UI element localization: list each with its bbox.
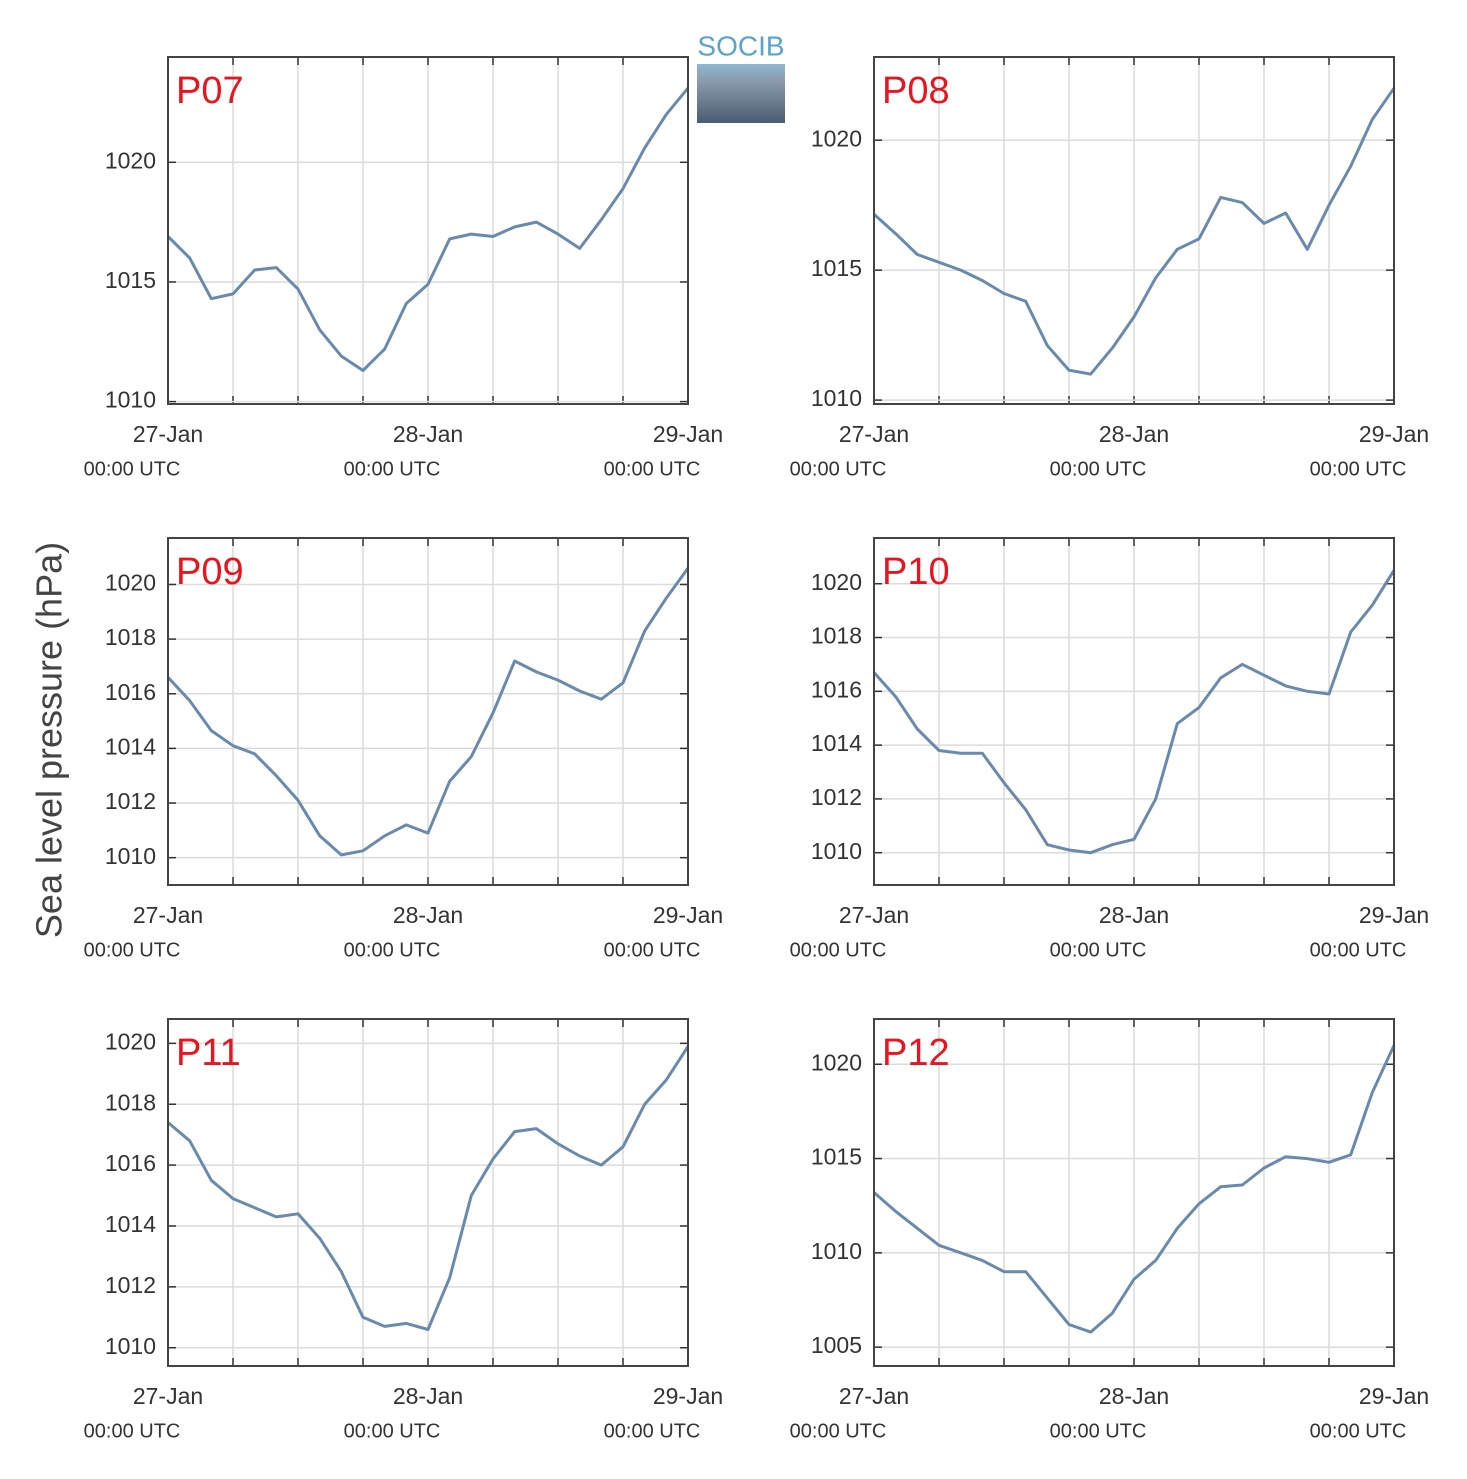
x-tick-sublabel: 00:00 UTC <box>604 939 701 961</box>
x-tick-sublabel: 00:00 UTC <box>84 939 181 961</box>
data-line <box>167 1045 690 1331</box>
x-tick-label: 28-Jan <box>393 1383 463 1409</box>
x-tick-label: 28-Jan <box>1099 421 1169 447</box>
y-tick-label: 1018 <box>811 623 862 649</box>
y-tick-label: 1016 <box>811 676 862 702</box>
y-tick-label: 1012 <box>811 784 862 810</box>
y-tick-label: 1014 <box>105 1211 156 1237</box>
x-tick-sublabel: 00:00 UTC <box>1310 458 1407 480</box>
x-tick-sublabel: 00:00 UTC <box>84 1420 181 1442</box>
y-tick-label: 1015 <box>811 255 862 281</box>
y-tick-label: 1020 <box>105 570 156 596</box>
x-tick-sublabel: 00:00 UTC <box>604 458 701 480</box>
x-tick-sublabel: 00:00 UTC <box>84 458 181 480</box>
x-tick-label: 27-Jan <box>839 421 909 447</box>
plot-frame <box>167 537 689 886</box>
x-tick-sublabel: 00:00 UTC <box>1310 939 1407 961</box>
y-tick-label: 1016 <box>105 679 156 705</box>
y-tick-label: 1020 <box>105 147 156 173</box>
x-tick-sublabel: 00:00 UTC <box>344 458 441 480</box>
x-tick-sublabel: 00:00 UTC <box>790 458 887 480</box>
plot-frame <box>873 1018 1395 1367</box>
x-tick-label: 28-Jan <box>1099 902 1169 928</box>
x-tick-sublabel: 00:00 UTC <box>790 1420 887 1442</box>
y-tick-label: 1010 <box>811 838 862 864</box>
panel-title: P10 <box>882 551 950 593</box>
plot-frame <box>873 56 1395 405</box>
x-tick-label: 29-Jan <box>1359 421 1429 447</box>
logo-text: SOCIB <box>697 30 784 61</box>
panel: 27-Jan 00:00 UTC 28-Jan 00:00 UTC 29-Jan 00:0… <box>790 1018 1429 1442</box>
data-line <box>872 569 1396 855</box>
panel: 27-Jan 00:00 UTC 28-Jan 00:00 UTC 29-Jan 00:0… <box>84 537 723 961</box>
x-tick-label: 28-Jan <box>393 902 463 928</box>
x-tick-sublabel: 00:00 UTC <box>1310 1420 1407 1442</box>
data-line <box>873 87 1396 376</box>
data-line <box>166 567 690 857</box>
data-line <box>873 1044 1396 1334</box>
x-tick-label: 27-Jan <box>133 421 203 447</box>
y-tick-label: 1020 <box>105 1028 156 1054</box>
panel-title: P07 <box>176 70 244 112</box>
y-tick-label: 1005 <box>811 1332 862 1358</box>
panel-title: P11 <box>176 1032 241 1074</box>
y-tick-label: 1015 <box>105 267 156 293</box>
y-tick-label: 1018 <box>105 624 156 650</box>
y-tick-label: 1014 <box>105 733 156 759</box>
y-tick-label: 1020 <box>811 1049 862 1075</box>
panel-title: P12 <box>882 1032 950 1074</box>
y-tick-label: 1018 <box>105 1089 156 1115</box>
x-tick-sublabel: 00:00 UTC <box>604 1420 701 1442</box>
y-tick-label: 1016 <box>105 1150 156 1176</box>
y-tick-label: 1010 <box>811 1238 862 1264</box>
x-tick-label: 27-Jan <box>133 902 203 928</box>
logo: SOCIB <box>697 30 785 123</box>
plot-frame <box>167 56 689 405</box>
x-tick-label: 28-Jan <box>1099 1383 1169 1409</box>
y-tick-label: 1020 <box>811 125 862 151</box>
panel-title: P09 <box>176 551 244 593</box>
x-tick-label: 27-Jan <box>133 1383 203 1409</box>
x-tick-sublabel: 00:00 UTC <box>344 1420 441 1442</box>
y-tick-label: 1020 <box>811 569 862 595</box>
panel: 27-Jan 00:00 UTC 28-Jan 00:00 UTC 29-Jan 00:0… <box>790 56 1429 480</box>
y-axis-label: Sea level pressure (hPa) <box>29 542 70 938</box>
logo-mark <box>697 64 785 123</box>
x-tick-sublabel: 00:00 UTC <box>344 939 441 961</box>
x-tick-sublabel: 00:00 UTC <box>1050 1420 1147 1442</box>
x-tick-label: 29-Jan <box>1359 902 1429 928</box>
y-tick-label: 1010 <box>105 843 156 869</box>
y-tick-label: 1015 <box>811 1144 862 1170</box>
y-tick-label: 1012 <box>105 788 156 814</box>
data-line <box>166 87 690 372</box>
y-tick-label: 1010 <box>105 1333 156 1359</box>
y-tick-label: 1010 <box>811 385 862 411</box>
x-tick-sublabel: 00:00 UTC <box>1050 939 1147 961</box>
panel: 27-Jan 00:00 UTC 28-Jan 00:00 UTC 29-Jan 00:0… <box>84 56 723 480</box>
y-tick-label: 1010 <box>105 387 156 413</box>
x-tick-label: 27-Jan <box>839 902 909 928</box>
plot-frame <box>167 1018 689 1367</box>
panel-title: P08 <box>882 70 950 112</box>
y-tick-label: 1012 <box>105 1272 156 1298</box>
x-tick-label: 28-Jan <box>393 421 463 447</box>
x-tick-label: 29-Jan <box>1359 1383 1429 1409</box>
x-tick-label: 29-Jan <box>653 421 723 447</box>
plot-frame <box>873 537 1395 886</box>
y-tick-label: 1014 <box>811 730 862 756</box>
panel: 27-Jan 00:00 UTC 28-Jan 00:00 UTC 29-Jan 00:0… <box>84 1018 723 1442</box>
x-tick-label: 29-Jan <box>653 1383 723 1409</box>
x-tick-label: 29-Jan <box>653 902 723 928</box>
x-tick-sublabel: 00:00 UTC <box>1050 458 1147 480</box>
x-tick-label: 27-Jan <box>839 1383 909 1409</box>
x-tick-sublabel: 00:00 UTC <box>790 939 887 961</box>
panel: 27-Jan 00:00 UTC 28-Jan 00:00 UTC 29-Jan 00:0… <box>790 537 1429 961</box>
